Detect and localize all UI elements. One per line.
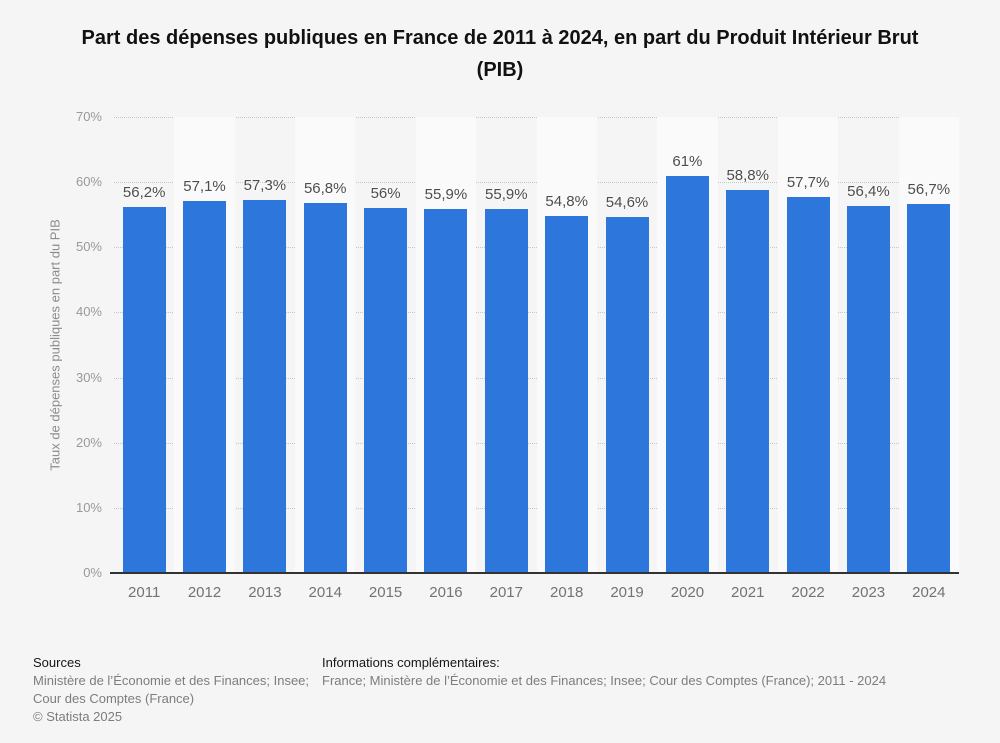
bar-value-label: 56,4% <box>847 182 890 200</box>
sources-line: Cour des Comptes (France) <box>33 691 195 706</box>
plot-band-2014: 56,8% <box>295 117 356 573</box>
plot-band-2023: 56,4% <box>838 117 898 573</box>
y-tick-label: 30% <box>75 369 102 385</box>
plot-band-2020: 61% <box>657 117 718 573</box>
y-tick-label: 20% <box>75 434 102 450</box>
x-tick-label: 2023 <box>851 584 886 601</box>
sources-heading: Sources <box>33 655 81 670</box>
bar-value-label: 56,7% <box>907 180 951 198</box>
y-tick-label: 40% <box>75 304 102 320</box>
plot-band-2022: 57,7% <box>777 117 839 573</box>
x-axis-line <box>110 571 959 574</box>
x-tick-label: 2018 <box>549 584 584 601</box>
plot-band-2013: 57,3% <box>235 117 295 573</box>
chart-title: Part des dépenses publiques en France de… <box>81 27 919 81</box>
bar-2013[interactable] <box>243 199 287 573</box>
additional-info-heading: Informations complémentaires: <box>322 655 500 670</box>
plot-band-2024: 56,7% <box>898 117 959 573</box>
plot-band-2018: 54,8% <box>536 117 597 573</box>
x-tick-label: 2016 <box>429 584 463 601</box>
bar-2019[interactable] <box>605 217 649 573</box>
x-tick-label: 2014 <box>308 584 342 601</box>
bar-2020[interactable] <box>665 175 709 573</box>
x-tick-label: 2021 <box>731 584 765 601</box>
plot-band-2016: 55,9% <box>415 117 477 573</box>
additional-info-block: Informations complémentaires: France; Mi… <box>322 654 972 690</box>
additional-info-body: France; Ministère de l’Économie et des F… <box>322 673 887 688</box>
bar-value-label: 56,2% <box>122 183 166 201</box>
y-tick-label: 50% <box>75 239 102 255</box>
bar-2023[interactable] <box>846 205 890 573</box>
x-tick-label: 2013 <box>248 584 282 601</box>
bar-2012[interactable] <box>183 201 227 573</box>
x-tick-label: 2020 <box>670 584 705 601</box>
bar-2024[interactable] <box>907 203 951 573</box>
x-tick-label: 2019 <box>610 584 644 601</box>
bar-value-label: 54,8% <box>545 193 588 211</box>
bar-2021[interactable] <box>726 189 770 573</box>
plot-area: 56,2% 57,1% 57,3% 56,8% 56% 55,9% 55,9% 54,8% 54… <box>114 117 959 573</box>
bar-value-label: 58,8% <box>726 166 769 184</box>
plot-band-2011: 56,2% <box>114 117 174 573</box>
plot-band-2012: 57,1% <box>174 117 235 573</box>
plot-band-2019: 54,6% <box>597 117 657 573</box>
bar-value-label: 55,9% <box>424 185 468 203</box>
sources-block: Sources Ministère de l’Économie et des F… <box>33 654 318 726</box>
y-tick-label: 60% <box>75 174 102 190</box>
x-tick-label: 2024 <box>912 584 946 601</box>
y-tick-label: 0% <box>83 565 102 580</box>
bar-value-label: 57,3% <box>243 176 287 194</box>
bar-2018[interactable] <box>545 216 589 573</box>
plot-band-2015: 56% <box>355 117 415 573</box>
x-tick-label: 2017 <box>489 584 523 601</box>
sources-line: Ministère de l’Économie et des Finances;… <box>33 673 310 688</box>
y-tick-label: 70% <box>75 109 102 124</box>
bar-value-label: 56% <box>370 185 401 203</box>
bar-value-label: 55,9% <box>485 185 528 203</box>
bar-2014[interactable] <box>303 203 347 573</box>
plot-band-2017: 55,9% <box>476 117 536 573</box>
x-tick-label: 2011 <box>128 584 161 601</box>
bar-value-label: 54,6% <box>605 194 649 212</box>
x-tick-label: 2022 <box>791 584 825 601</box>
bar-value-label: 56,8% <box>303 180 347 197</box>
bar-2011[interactable] <box>122 206 166 573</box>
bar-value-label: 57,7% <box>786 174 830 192</box>
bar-2016[interactable] <box>424 208 468 573</box>
bar-2017[interactable] <box>484 208 528 573</box>
bar-2022[interactable] <box>786 197 830 573</box>
bar-value-label: 57,1% <box>183 178 226 196</box>
bar-value-label: 61% <box>672 152 703 170</box>
x-tick-label: 2012 <box>187 584 222 601</box>
x-tick-label: 2015 <box>368 584 403 601</box>
y-axis-ticks: 0% 10% 20% 30% 40% 50% 60% 70% <box>0 109 102 580</box>
bar-2015[interactable] <box>364 208 408 573</box>
y-tick-label: 10% <box>75 499 102 515</box>
statista-copyright: © Statista 2025 <box>33 709 123 724</box>
plot-band-2021: 58,8% <box>718 117 778 573</box>
